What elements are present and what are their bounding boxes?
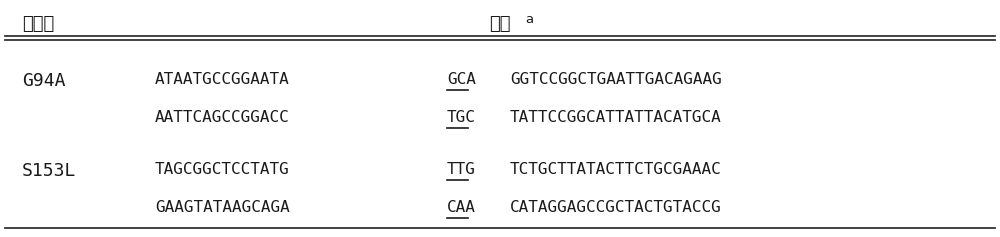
Text: TTG: TTG xyxy=(447,162,476,177)
Text: G94A: G94A xyxy=(22,72,66,90)
Text: 突变体: 突变体 xyxy=(22,15,54,33)
Text: AATTCAGCCGGACC: AATTCAGCCGGACC xyxy=(155,110,290,125)
Text: ATAATGCCGGAATA: ATAATGCCGGAATA xyxy=(155,72,290,87)
Text: TATTCCGGCATTATTACATGCA: TATTCCGGCATTATTACATGCA xyxy=(510,110,722,125)
Text: a: a xyxy=(525,13,533,26)
Text: TCTGCTTATACTTCTGCGAAAC: TCTGCTTATACTTCTGCGAAAC xyxy=(510,162,722,177)
Text: 引物: 引物 xyxy=(489,15,511,33)
Text: CATAGGAGCCGCTACTGTACCG: CATAGGAGCCGCTACTGTACCG xyxy=(510,200,722,215)
Text: GGTCCGGCTGAATTGACAGAAG: GGTCCGGCTGAATTGACAGAAG xyxy=(510,72,722,87)
Text: CAA: CAA xyxy=(447,200,476,215)
Text: TGC: TGC xyxy=(447,110,476,125)
Text: S153L: S153L xyxy=(22,162,76,180)
Text: TAGCGGCTCCTATG: TAGCGGCTCCTATG xyxy=(155,162,290,177)
Text: GCA: GCA xyxy=(447,72,476,87)
Text: GAAGTATAAGCAGA: GAAGTATAAGCAGA xyxy=(155,200,290,215)
